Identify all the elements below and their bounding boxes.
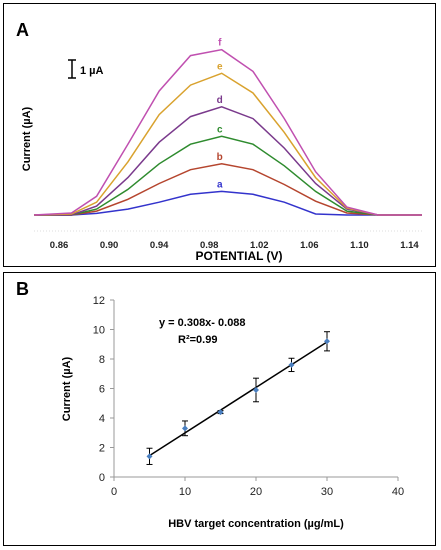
data-point: [253, 386, 259, 393]
chart-a-x-tick-label: 1.10: [350, 240, 369, 251]
chart-a-x-tick-label: 0.90: [100, 240, 119, 251]
series-line-c: [34, 135, 422, 216]
data-point-group: [146, 447, 153, 465]
fit-equation: y = 0.308x- 0.088: [159, 317, 246, 329]
fit-line: [149, 341, 328, 457]
chart-a-x-tick-label: 0.98: [200, 240, 219, 251]
chart-b-y-tick-label: 12: [93, 295, 105, 307]
chart-b-y-tick-label: 4: [99, 413, 105, 425]
panel-a: A Current (µA) 1 µA 0.86 0.90 0.94 0.98 1.02…: [3, 3, 436, 267]
chart-a-x-tick-label: 0.86: [50, 240, 69, 251]
chart-b-y-tick-label: 6: [99, 384, 105, 396]
series-label-d: d: [217, 95, 223, 106]
data-point-group: [324, 331, 330, 352]
data-point: [182, 425, 188, 432]
series-label-c: c: [217, 124, 223, 135]
data-point-group: [253, 377, 259, 403]
scale-bar: 1 µA: [68, 59, 104, 79]
scale-bar-label: 1 µA: [80, 65, 104, 77]
chart-a-x-tick-label: 1.02: [250, 240, 269, 251]
data-point-group: [182, 420, 188, 437]
series-line-d: [34, 106, 422, 216]
series-line-b: [34, 163, 422, 216]
chart-b-x-tick-label: 20: [250, 486, 262, 498]
chart-a-svg: A Current (µA) 1 µA 0.86 0.90 0.94 0.98 1.02…: [16, 20, 422, 263]
series-label-f: f: [218, 38, 222, 49]
chart-b-y-tick-label: 0: [99, 472, 105, 484]
chart-a-x-tick-label: 1.06: [300, 240, 319, 251]
chart-b-x-tick-label: 40: [392, 486, 404, 498]
data-point: [217, 409, 224, 416]
series-line-e: [33, 72, 422, 216]
chart-a-xlabel: POTENTIAL (V): [195, 249, 282, 263]
chart-b-y-tick-label: 10: [93, 325, 105, 337]
series-label-e: e: [217, 61, 223, 72]
chart-b-xlabel: HBV target concentration (µg/mL): [168, 518, 344, 530]
series-label-a: a: [217, 179, 223, 190]
chart-a-x-tick-label: 1.14: [400, 240, 419, 251]
panel-b-label: B: [16, 279, 29, 299]
data-point: [324, 338, 330, 345]
panel-a-label: A: [16, 20, 29, 40]
series-label-b: b: [217, 152, 223, 163]
chart-a-x-tick-label: 0.94: [150, 240, 169, 251]
chart-a-ylabel: Current (µA): [21, 106, 33, 171]
fit-r-squared: R²=0.99: [178, 334, 217, 346]
chart-b-svg: B Current (µA) 0 10 20 30 40 0 2 4 6 8 10 12 y = 0.…: [16, 279, 404, 530]
chart-b-ylabel: Current (µA): [61, 356, 73, 421]
chart-b-x-tick-label: 30: [321, 486, 333, 498]
data-point-group: [217, 409, 224, 416]
chart-b-x-tick-label: 0: [111, 486, 117, 498]
panel-b: B Current (µA) 0 10 20 30 40 0 2 4 6 8 10 12 y = 0.…: [3, 272, 436, 546]
chart-b-y-tick-label: 8: [99, 354, 105, 366]
data-point: [288, 361, 295, 368]
chart-b-x-tick-label: 10: [179, 486, 191, 498]
data-point: [146, 453, 153, 460]
series-line-a: [34, 190, 422, 216]
series-line-f: [33, 48, 422, 216]
data-point-group: [288, 357, 295, 373]
chart-b-y-tick-label: 2: [99, 443, 105, 455]
